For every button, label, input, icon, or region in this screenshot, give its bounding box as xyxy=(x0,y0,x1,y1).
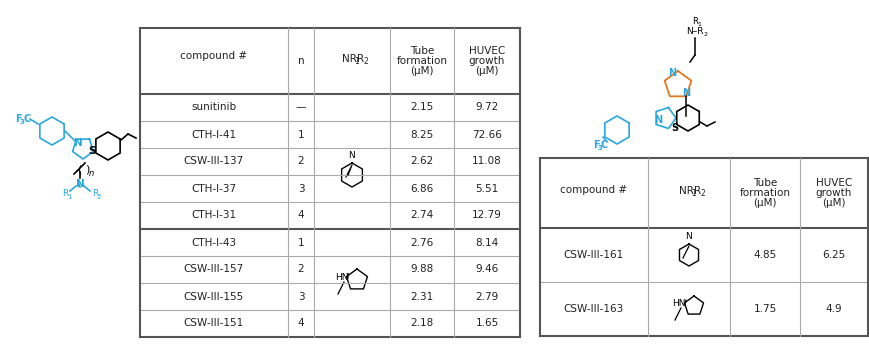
Text: NR: NR xyxy=(342,54,356,64)
Text: HN: HN xyxy=(335,273,348,283)
Text: 1.75: 1.75 xyxy=(753,304,776,314)
Text: 2.76: 2.76 xyxy=(410,237,433,247)
Text: N: N xyxy=(74,138,83,148)
Text: N: N xyxy=(685,232,692,241)
Text: HUVEC: HUVEC xyxy=(468,46,505,56)
Text: CTH-I-43: CTH-I-43 xyxy=(191,237,236,247)
Text: 3: 3 xyxy=(297,292,304,302)
Text: formation: formation xyxy=(396,56,447,66)
Text: R: R xyxy=(62,189,68,199)
Text: 2.31: 2.31 xyxy=(410,292,433,302)
Text: 3: 3 xyxy=(597,145,601,151)
Text: 9.88: 9.88 xyxy=(410,265,433,274)
Text: CSW-III-151: CSW-III-151 xyxy=(183,319,244,329)
Text: 2: 2 xyxy=(703,32,707,37)
Text: 3: 3 xyxy=(19,119,24,125)
Text: 6.25: 6.25 xyxy=(821,250,845,260)
Text: N: N xyxy=(681,88,689,98)
Text: 2: 2 xyxy=(297,157,304,167)
Text: 4.85: 4.85 xyxy=(753,250,776,260)
Text: 8.25: 8.25 xyxy=(410,130,433,140)
Text: C: C xyxy=(23,114,30,124)
Text: CTH-I-37: CTH-I-37 xyxy=(191,183,236,194)
Text: R: R xyxy=(693,186,700,196)
Text: CSW-III-155: CSW-III-155 xyxy=(183,292,244,302)
Text: formation: formation xyxy=(739,188,790,198)
Text: 1: 1 xyxy=(297,130,304,140)
Text: F: F xyxy=(592,140,599,150)
Text: Tube: Tube xyxy=(752,178,776,188)
Text: 2: 2 xyxy=(297,265,304,274)
Text: HN: HN xyxy=(672,299,685,309)
Text: (: ( xyxy=(77,165,82,175)
Text: n: n xyxy=(297,56,304,66)
Text: CTH-I-31: CTH-I-31 xyxy=(191,210,236,220)
Text: N–R: N–R xyxy=(686,27,703,37)
Text: F: F xyxy=(15,114,21,124)
Text: 72.66: 72.66 xyxy=(472,130,501,140)
Text: N: N xyxy=(348,151,355,160)
Text: 1: 1 xyxy=(297,237,304,247)
Text: 2: 2 xyxy=(96,194,101,200)
Text: 1: 1 xyxy=(67,194,71,200)
Text: C: C xyxy=(600,140,607,150)
Text: sunitinib: sunitinib xyxy=(191,103,236,112)
Text: CSW-III-161: CSW-III-161 xyxy=(563,250,623,260)
Text: 1: 1 xyxy=(696,21,700,26)
Text: R: R xyxy=(357,54,364,64)
Text: 2.18: 2.18 xyxy=(410,319,433,329)
Text: (μM): (μM) xyxy=(474,66,498,76)
Text: 4: 4 xyxy=(297,319,304,329)
Text: 11.08: 11.08 xyxy=(472,157,501,167)
Text: HUVEC: HUVEC xyxy=(815,178,851,188)
Text: (μM): (μM) xyxy=(410,66,434,76)
Text: compound #: compound # xyxy=(180,51,248,61)
Text: 9.46: 9.46 xyxy=(474,265,498,274)
Text: 1.65: 1.65 xyxy=(474,319,498,329)
Text: 12.79: 12.79 xyxy=(472,210,501,220)
Text: 6.86: 6.86 xyxy=(410,183,433,194)
Text: NR: NR xyxy=(678,186,693,196)
Text: N: N xyxy=(653,115,661,125)
Text: 4.9: 4.9 xyxy=(825,304,841,314)
Text: Tube: Tube xyxy=(409,46,434,56)
Text: (μM): (μM) xyxy=(753,198,776,208)
Text: growth: growth xyxy=(468,56,505,66)
Text: 5.51: 5.51 xyxy=(474,183,498,194)
Text: CSW-III-157: CSW-III-157 xyxy=(183,265,244,274)
Text: 2: 2 xyxy=(700,189,705,199)
Text: CTH-I-41: CTH-I-41 xyxy=(191,130,236,140)
Text: R: R xyxy=(691,17,697,26)
Text: N: N xyxy=(667,68,675,78)
Text: 3: 3 xyxy=(297,183,304,194)
Text: compound #: compound # xyxy=(560,185,627,195)
Text: 2.79: 2.79 xyxy=(474,292,498,302)
Text: S: S xyxy=(88,146,96,156)
Text: 2.15: 2.15 xyxy=(410,103,433,112)
Text: (μM): (μM) xyxy=(821,198,845,208)
Text: 2.62: 2.62 xyxy=(410,157,433,167)
Text: CSW-III-137: CSW-III-137 xyxy=(183,157,244,167)
Text: —: — xyxy=(295,103,306,112)
Text: n: n xyxy=(89,168,94,178)
Text: N: N xyxy=(76,179,84,189)
Text: 1: 1 xyxy=(355,58,359,67)
Text: 9.72: 9.72 xyxy=(474,103,498,112)
Text: CSW-III-163: CSW-III-163 xyxy=(563,304,623,314)
Text: 2: 2 xyxy=(363,58,368,67)
Text: S: S xyxy=(671,123,678,133)
Text: 2.74: 2.74 xyxy=(410,210,433,220)
Text: 4: 4 xyxy=(297,210,304,220)
Text: 1: 1 xyxy=(691,189,695,199)
Text: 8.14: 8.14 xyxy=(474,237,498,247)
Text: R: R xyxy=(92,189,98,199)
Text: growth: growth xyxy=(815,188,852,198)
Text: ): ) xyxy=(84,165,90,175)
